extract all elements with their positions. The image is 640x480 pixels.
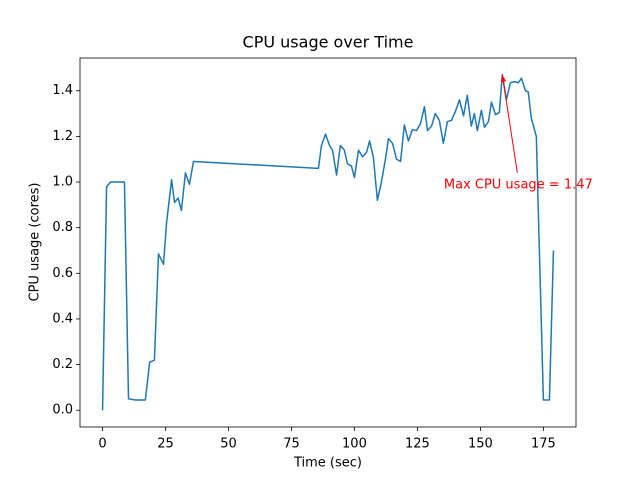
y-tick-label: 0.4 <box>52 311 73 326</box>
x-axis-label: Time (sec) <box>293 456 362 471</box>
x-tick-label: 125 <box>405 437 430 452</box>
annotation-arrow <box>500 74 518 173</box>
y-tick-label: 0.6 <box>52 266 73 281</box>
x-tick-label: 50 <box>220 437 237 452</box>
plot-frame <box>79 57 577 428</box>
x-tick-label: 0 <box>98 437 106 452</box>
annotation-text: Max CPU usage = 1.47 <box>444 177 593 192</box>
x-tick-label: 100 <box>342 437 367 452</box>
x-tick-label: 75 <box>283 437 300 452</box>
y-tick-label: 1.0 <box>52 175 73 190</box>
data-line <box>101 74 555 411</box>
y-tick-label: 0.0 <box>52 403 73 418</box>
y-tick-label: 1.4 <box>52 83 73 98</box>
x-tick-label: 150 <box>468 437 493 452</box>
x-tick-label: 175 <box>531 437 556 452</box>
y-axis-label: CPU usage (cores) <box>28 183 43 302</box>
y-tick-label: 0.2 <box>52 357 73 372</box>
x-tick-label: 25 <box>157 437 174 452</box>
chart-title: CPU usage over Time <box>243 33 414 52</box>
y-tick-label: 0.8 <box>52 220 73 235</box>
y-tick-label: 1.2 <box>52 129 73 144</box>
